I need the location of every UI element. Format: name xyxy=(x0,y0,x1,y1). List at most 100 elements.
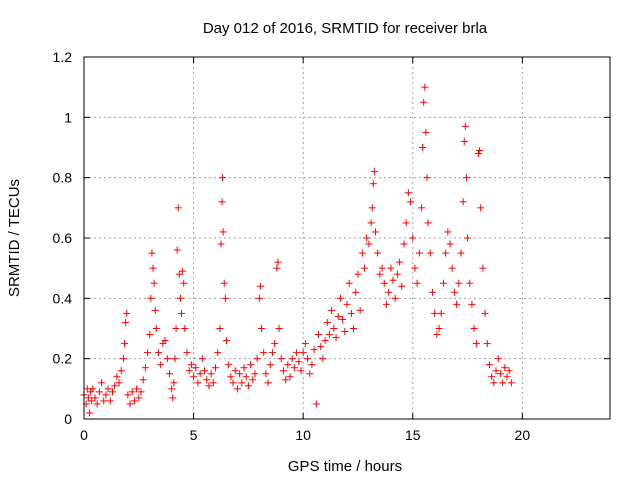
x-tick-label: 15 xyxy=(405,427,421,443)
data-point xyxy=(415,249,423,257)
data-point xyxy=(93,400,101,408)
data-point xyxy=(450,288,458,296)
data-point xyxy=(334,312,342,320)
data-point xyxy=(455,279,463,287)
data-point xyxy=(123,309,131,317)
data-point xyxy=(89,385,97,393)
data-point xyxy=(363,234,371,242)
data-point xyxy=(356,306,364,314)
data-point xyxy=(470,325,478,332)
data-point xyxy=(389,276,397,284)
x-tick-label: 0 xyxy=(80,427,88,443)
x-tick-label: 10 xyxy=(295,427,311,443)
data-point xyxy=(479,264,487,272)
data-point xyxy=(453,300,461,308)
data-point xyxy=(149,264,157,272)
data-point xyxy=(117,367,125,375)
data-point xyxy=(128,388,136,396)
data-point xyxy=(336,294,344,302)
data-point xyxy=(343,300,351,308)
data-point xyxy=(219,228,227,236)
data-point xyxy=(222,337,230,345)
data-point xyxy=(483,340,491,348)
data-point xyxy=(462,174,470,182)
data-point xyxy=(419,144,427,151)
data-point xyxy=(253,355,261,363)
y-tick-label: 0.2 xyxy=(53,351,73,367)
data-point xyxy=(225,361,233,369)
data-point xyxy=(124,391,132,399)
data-point xyxy=(141,364,149,372)
data-point xyxy=(424,219,432,227)
data-point xyxy=(146,331,154,339)
data-point xyxy=(315,331,323,339)
data-point xyxy=(505,367,513,375)
data-point xyxy=(370,168,378,176)
data-point xyxy=(299,349,307,357)
data-point xyxy=(330,325,338,332)
data-point xyxy=(423,174,431,182)
data-point xyxy=(85,409,93,417)
data-point xyxy=(171,355,179,363)
data-point xyxy=(220,279,228,287)
data-point xyxy=(426,249,434,257)
data-point xyxy=(295,358,303,366)
data-point xyxy=(488,373,496,381)
data-point xyxy=(457,249,465,257)
data-point xyxy=(472,340,480,348)
data-point xyxy=(238,379,246,387)
data-point xyxy=(310,346,318,354)
data-point xyxy=(172,325,180,332)
data-point xyxy=(231,367,239,375)
data-point xyxy=(147,294,155,302)
data-point xyxy=(100,397,108,405)
data-point xyxy=(345,279,353,287)
data-point xyxy=(183,349,191,357)
data-point xyxy=(396,258,404,266)
data-point xyxy=(275,325,283,332)
data-point xyxy=(290,364,298,372)
data-point xyxy=(104,385,112,393)
data-point xyxy=(264,379,272,387)
data-point xyxy=(209,379,217,387)
x-axis-label: GPS time / hours xyxy=(288,458,402,475)
y-tick-label: 0.8 xyxy=(53,170,73,186)
data-point xyxy=(168,385,176,393)
data-point xyxy=(496,370,504,378)
data-point xyxy=(227,373,235,381)
data-point xyxy=(365,240,373,248)
data-point xyxy=(111,382,119,390)
data-point xyxy=(304,355,312,363)
data-point xyxy=(422,128,430,136)
data-point xyxy=(229,379,237,387)
data-point xyxy=(173,246,181,254)
data-point xyxy=(444,228,452,236)
data-point xyxy=(207,370,215,378)
data-point xyxy=(201,367,209,375)
data-point xyxy=(407,198,415,206)
data-point xyxy=(174,204,182,212)
data-point xyxy=(260,349,268,357)
data-point xyxy=(499,379,507,387)
data-point xyxy=(439,279,447,287)
data-point xyxy=(328,306,336,314)
data-point xyxy=(374,249,382,257)
data-point xyxy=(477,204,485,212)
data-point xyxy=(150,279,158,287)
data-point xyxy=(251,370,259,378)
data-point xyxy=(91,394,99,402)
data-point xyxy=(297,367,305,375)
data-point xyxy=(350,325,358,332)
data-point xyxy=(400,240,408,248)
data-point xyxy=(503,373,511,381)
data-point xyxy=(268,349,276,357)
data-point xyxy=(442,249,450,257)
data-point xyxy=(192,364,200,372)
data-point xyxy=(490,379,498,387)
data-point xyxy=(233,385,241,393)
data-point xyxy=(358,249,366,257)
data-point xyxy=(446,240,454,248)
data-point xyxy=(157,361,165,369)
data-point xyxy=(180,279,188,287)
